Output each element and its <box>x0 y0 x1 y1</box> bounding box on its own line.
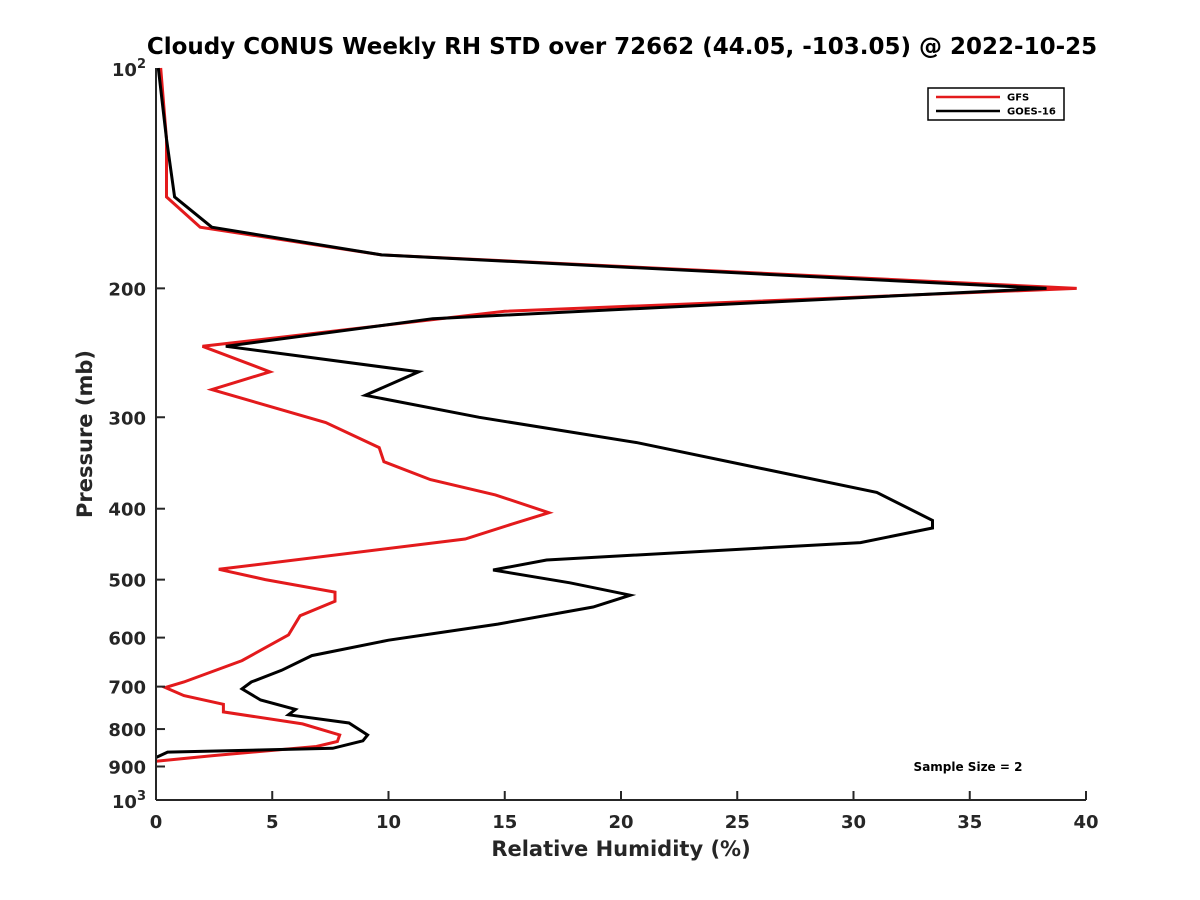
y-axis-label: Pressure (mb) <box>73 350 97 518</box>
y-tick-label: 700 <box>108 678 146 699</box>
x-tick-label: 15 <box>492 812 517 833</box>
x-axis-label: Relative Humidity (%) <box>491 837 750 861</box>
legend-label-gfs: GFS <box>1007 93 1029 104</box>
y-tick-label: 102 <box>112 57 146 81</box>
y-tick-label: 400 <box>108 500 146 521</box>
y-tick-label: 900 <box>108 758 146 779</box>
y-tick-label: 300 <box>108 408 146 429</box>
x-tick-label: 20 <box>608 812 633 833</box>
x-tick-label: 30 <box>841 812 866 833</box>
y-tick-label: 800 <box>108 720 146 741</box>
y-tick-label: 103 <box>112 789 146 813</box>
legend-box <box>927 87 1065 121</box>
x-tick-label: 40 <box>1073 812 1098 833</box>
y-tick-label: 200 <box>108 279 146 300</box>
sample-size-annotation: Sample Size = 2 <box>914 760 1023 774</box>
x-tick-label: 35 <box>957 812 982 833</box>
y-tick-label: 500 <box>108 571 146 592</box>
x-tick-label: 10 <box>376 812 401 833</box>
x-tick-label: 0 <box>150 812 163 833</box>
x-ticks: 0 5 10 15 20 25 30 35 40 <box>150 791 1099 833</box>
series-line-goes16 <box>155 67 1047 759</box>
series-line-gfs <box>155 67 1077 763</box>
y-ticks: 102 200 300 400 500 600 700 800 900 103 <box>108 57 165 813</box>
legend: GFS GOES-16 <box>927 87 1065 121</box>
chart-title: Cloudy CONUS Weekly RH STD over 72662 (4… <box>147 34 1097 60</box>
plot-lines <box>155 67 1077 763</box>
axes <box>155 68 1086 801</box>
legend-label-goes16: GOES-16 <box>1007 107 1056 118</box>
x-tick-label: 25 <box>725 812 750 833</box>
y-tick-label: 600 <box>108 629 146 650</box>
x-tick-label: 5 <box>266 812 279 833</box>
